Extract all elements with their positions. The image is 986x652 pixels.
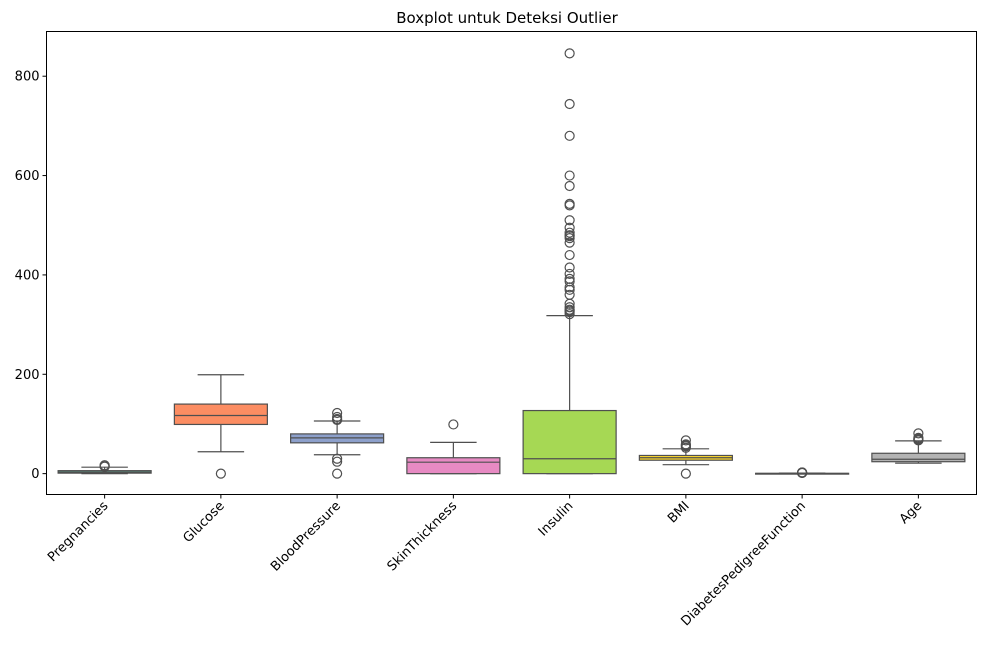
x-tick-label-diabetespedigreefunction: DiabetesPedigreeFunction — [678, 499, 808, 629]
y-tick-label-800: 800 — [15, 70, 40, 85]
y-tick-label-400: 400 — [15, 268, 40, 283]
x-tick-label-pregnancies: Pregnancies — [45, 499, 112, 566]
x-tick-label-skinthickness: SkinThickness — [385, 499, 461, 575]
plot-area-frame — [46, 31, 977, 495]
outlier-bloodpressure-1 — [332, 456, 343, 467]
outlier-bmi-4 — [680, 439, 691, 450]
outlier-insulin-25 — [564, 130, 575, 141]
outlier-insulin-4 — [564, 302, 575, 313]
outlier-pregnancies-2 — [99, 460, 110, 471]
outlier-bloodpressure-6 — [332, 407, 343, 419]
outlier-insulin-24 — [564, 170, 575, 181]
outlier-insulin-6 — [564, 289, 575, 300]
outlier-diabetespedigreefunction-5 — [797, 467, 808, 478]
outlier-bmi-0 — [680, 468, 691, 479]
x-tick-label-age: Age — [897, 499, 925, 527]
outlier-bloodpressure-0 — [332, 468, 343, 479]
outlier-insulin-23 — [564, 180, 575, 192]
outlier-bmi-5 — [680, 435, 691, 446]
y-tick-label-0: 0 — [31, 467, 39, 482]
box-glucose — [173, 403, 268, 426]
outlier-bloodpressure-2 — [332, 453, 343, 464]
chart-title: Boxplot untuk Deteksi Outlier — [396, 9, 618, 27]
outlier-insulin-26 — [564, 98, 575, 110]
y-tick-label-600: 600 — [15, 169, 40, 184]
outlier-insulin-3 — [564, 304, 575, 315]
outlier-insulin-20 — [564, 215, 575, 226]
outlier-insulin-9 — [564, 276, 575, 287]
outlier-insulin-12 — [564, 262, 575, 273]
outlier-insulin-11 — [564, 268, 575, 280]
outlier-insulin-18 — [564, 227, 575, 238]
x-tick-label-bmi: BMI — [665, 499, 693, 527]
outlier-insulin-22 — [564, 198, 575, 209]
outlier-age-5 — [913, 428, 924, 439]
y-tick-label-200: 200 — [15, 368, 40, 383]
x-tick-label-glucose: Glucose — [180, 499, 227, 546]
x-tick-label-insulin: Insulin — [536, 499, 577, 540]
outlier-insulin-27 — [564, 48, 575, 59]
outlier-skinthickness-0 — [448, 419, 459, 430]
outlier-insulin-10 — [564, 273, 575, 284]
outlier-insulin-17 — [564, 230, 575, 241]
outlier-insulin-19 — [564, 222, 575, 233]
box-insulin — [522, 409, 617, 475]
box-age — [871, 452, 966, 463]
outlier-age-4 — [913, 432, 924, 443]
box-skinthickness — [406, 457, 501, 475]
outlier-insulin-13 — [564, 249, 575, 261]
outlier-bloodpressure-5 — [332, 411, 343, 423]
x-tick-label-bloodpressure: BloodPressure — [268, 499, 344, 575]
outlier-insulin-14 — [564, 237, 575, 248]
outlier-glucose-0 — [215, 468, 226, 479]
